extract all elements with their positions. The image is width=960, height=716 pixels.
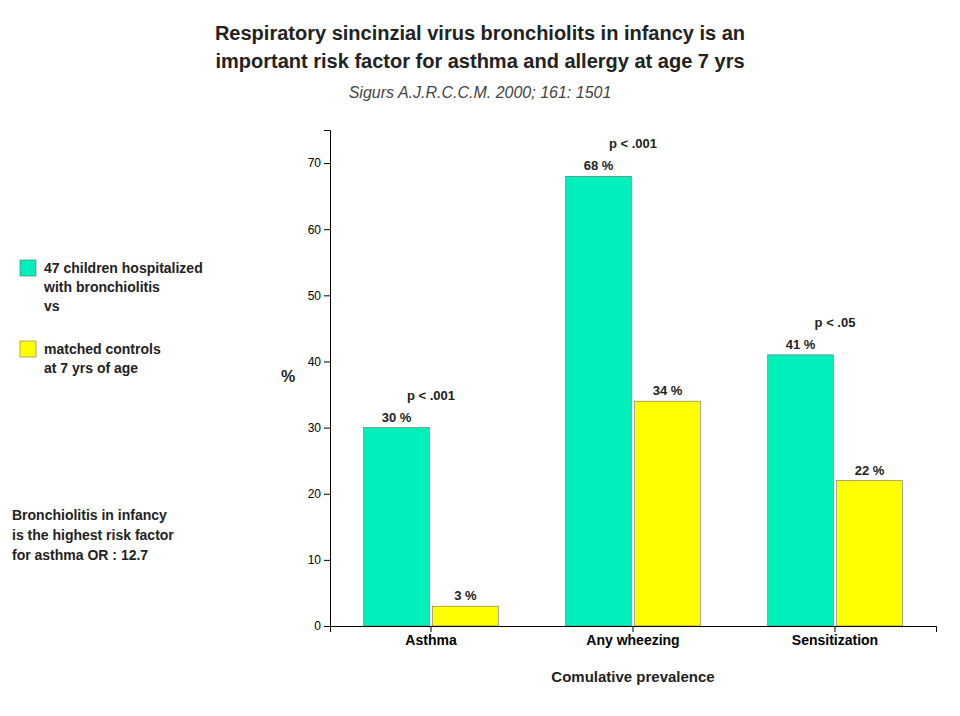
- y-axis: 0 10 20 30 40 50 60 70: [308, 131, 331, 634]
- subtitle: Sigurs A.J.R.C.C.M. 2000; 161: 1501: [349, 84, 612, 101]
- data-label: 22 %: [855, 463, 885, 478]
- legend-label: with bronchiolitis: [43, 279, 160, 295]
- y-tick-mark: [324, 494, 330, 495]
- y-tick: 0: [314, 619, 330, 633]
- y-tick-mark: [324, 229, 330, 230]
- bar: [433, 606, 499, 626]
- data-label: 34 %: [653, 383, 683, 398]
- bars: [364, 176, 903, 626]
- title: Respiratory sincinzial virus bronchiolit…: [215, 22, 745, 44]
- footnote: Bronchiolitis in infancy: [12, 507, 167, 523]
- y-tick-label: 40: [308, 355, 322, 369]
- y-tick-mark: [324, 163, 330, 164]
- x-tick: Sensitization: [792, 626, 878, 648]
- footnote: for asthma OR : 12.7: [12, 547, 148, 563]
- x-tick-label: Asthma: [405, 632, 457, 648]
- footnote: is the highest risk factor: [12, 527, 174, 543]
- data-label: 3 %: [454, 588, 477, 603]
- y-tick-mark: [324, 560, 330, 561]
- x-tick: Asthma: [405, 626, 457, 648]
- legend-label: matched controls: [44, 341, 161, 357]
- bar: [768, 355, 834, 626]
- y-tick-label: 30: [308, 421, 322, 435]
- data-labels: 30 % 68 % 41 % 3 % 34 % 22 %: [382, 158, 885, 603]
- legend-label: at 7 yrs of age: [44, 360, 138, 376]
- x-tick-label: Any wheezing: [586, 632, 679, 648]
- bar: [364, 428, 430, 626]
- data-label: 41 %: [786, 337, 816, 352]
- y-tick: 10: [308, 553, 330, 567]
- data-label: 30 %: [382, 410, 412, 425]
- y-tick-label: 10: [308, 553, 322, 567]
- annotations: p < .001 p < .001 p < .05 Bronchiolitis in …: [12, 136, 855, 563]
- legend-item: matched controls at 7 yrs of age: [20, 341, 161, 376]
- y-tick-mark: [324, 626, 330, 627]
- y-tick: 20: [308, 487, 330, 501]
- y-tick-mark: [324, 361, 330, 362]
- legend-swatch: [20, 260, 36, 276]
- y-tick: 60: [308, 223, 330, 237]
- y-tick-mark: [324, 428, 330, 429]
- y-tick: 70: [308, 156, 330, 170]
- y-tick-label: 70: [308, 156, 322, 170]
- bar: [837, 481, 903, 626]
- bar-series: [364, 176, 834, 626]
- legend-swatch: [20, 341, 36, 357]
- x-tick: Any wheezing: [586, 626, 679, 648]
- y-axis-line: [324, 131, 331, 627]
- p-value: p < .05: [815, 315, 856, 330]
- bar-series: [433, 401, 903, 626]
- y-tick-label: 0: [314, 619, 321, 633]
- y-tick: 50: [308, 289, 330, 303]
- p-value: p < .001: [407, 388, 455, 403]
- y-axis-title: %: [281, 368, 295, 385]
- bar: [566, 176, 632, 626]
- legend-item: 47 children hospitalized with bronchiolit…: [20, 260, 203, 314]
- x-axis-title: Comulative prevalence: [551, 668, 714, 685]
- legend: 47 children hospitalized with bronchiolit…: [20, 260, 203, 376]
- x-axis: Asthma Any wheezing Sensitization: [331, 626, 937, 648]
- y-tick-label: 50: [308, 289, 322, 303]
- x-tick-label: Sensitization: [792, 632, 878, 648]
- legend-label: 47 children hospitalized: [44, 260, 203, 276]
- y-tick-label: 20: [308, 487, 322, 501]
- legend-label: vs: [44, 298, 60, 314]
- bar: [635, 401, 701, 626]
- y-tick: 30: [308, 421, 330, 435]
- y-tick: 40: [308, 355, 330, 369]
- y-tick-mark: [324, 295, 330, 296]
- p-value: p < .001: [609, 136, 657, 151]
- chart-svg: Respiratory sincinzial virus bronchiolit…: [0, 0, 960, 716]
- title: important risk factor for asthma and all…: [215, 50, 744, 72]
- y-tick-label: 60: [308, 223, 322, 237]
- data-label: 68 %: [584, 158, 614, 173]
